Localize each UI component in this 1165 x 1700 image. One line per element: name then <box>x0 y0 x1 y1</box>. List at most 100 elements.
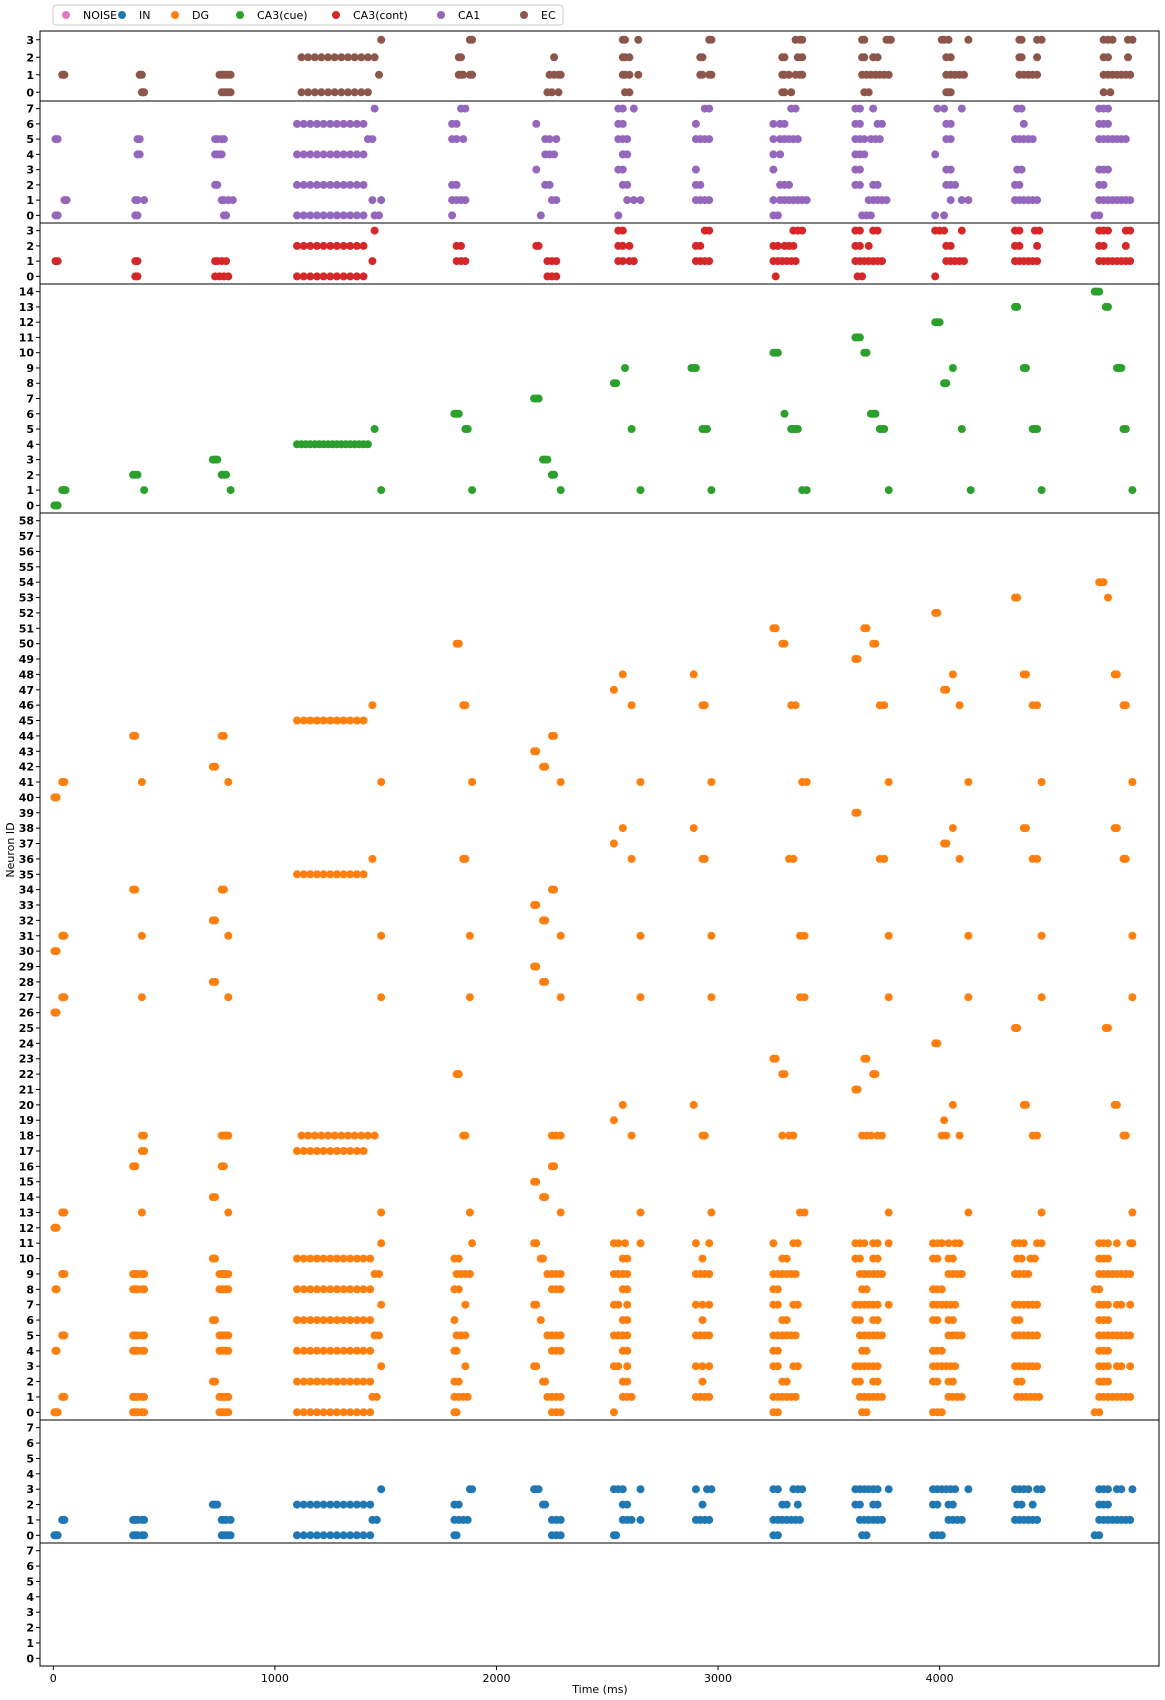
spike-point <box>1033 1515 1042 1524</box>
y-tick-label: 0 <box>26 499 34 512</box>
spike-point <box>306 1254 315 1263</box>
spike-point <box>1015 180 1024 189</box>
spike-point <box>330 88 339 97</box>
legend-marker <box>171 11 179 19</box>
spike-point <box>534 241 543 250</box>
y-tick-label: 2 <box>26 1376 34 1389</box>
spike-point <box>293 716 301 725</box>
spike-point <box>346 272 355 281</box>
spike-point <box>1112 670 1121 679</box>
spike-point <box>1128 35 1137 44</box>
spike-point <box>780 53 789 62</box>
spike-point <box>933 1039 942 1048</box>
spike-point <box>609 839 618 848</box>
spike-point <box>62 196 71 205</box>
spike-point <box>627 1515 636 1524</box>
spike-point <box>800 993 809 1002</box>
spike-point <box>299 1408 308 1417</box>
spike-point <box>1037 486 1046 495</box>
spike-point <box>957 226 966 235</box>
spike-point <box>618 1100 627 1109</box>
spike-point <box>1017 165 1026 174</box>
spike-point <box>955 1239 964 1248</box>
spike-point <box>332 272 341 281</box>
spike-point <box>357 53 366 62</box>
legend-marker <box>437 11 445 19</box>
spike-point <box>629 104 638 113</box>
spike-point <box>862 624 871 633</box>
y-tick-label: 43 <box>19 745 34 758</box>
spike-point <box>359 1316 368 1325</box>
spike-point <box>1104 226 1112 235</box>
spike-point <box>942 839 951 848</box>
y-tick-label: 54 <box>19 576 35 589</box>
spike-point <box>800 1208 809 1217</box>
spike-point <box>293 119 301 128</box>
y-tick-label: 53 <box>19 592 34 605</box>
spike-point <box>319 870 328 879</box>
spike-point <box>705 1331 714 1340</box>
spike-point <box>955 1131 964 1140</box>
y-tick-label: 3 <box>26 164 34 177</box>
spike-point <box>1017 104 1026 113</box>
spike-point <box>357 1131 366 1140</box>
spike-point <box>377 1362 386 1371</box>
spike-point <box>609 1116 618 1125</box>
panel-frame <box>39 512 1160 1421</box>
spike-point <box>629 196 638 205</box>
spike-point <box>1104 1254 1112 1263</box>
spike-point <box>293 1500 301 1509</box>
spike-point <box>705 1362 714 1371</box>
spike-point <box>689 1100 698 1109</box>
spike-point <box>955 854 964 863</box>
spike-point <box>878 1515 886 1524</box>
spike-point <box>299 1316 308 1325</box>
spike-point <box>698 1300 707 1309</box>
spike-point <box>1022 1100 1030 1109</box>
y-tick-label: 32 <box>19 914 34 927</box>
spike-point <box>1017 1254 1026 1263</box>
spike-point <box>705 196 714 205</box>
spike-point <box>1112 1239 1121 1248</box>
spike-point <box>332 241 341 250</box>
spike-point <box>707 778 716 786</box>
spike-point <box>618 165 627 174</box>
spike-point <box>691 1239 700 1248</box>
spike-point <box>860 1239 869 1248</box>
spike-point <box>623 1500 632 1509</box>
spike-point <box>769 196 778 205</box>
spike-point <box>782 1377 791 1386</box>
y-tick-label: 9 <box>26 362 34 375</box>
spike-point <box>1095 1531 1104 1540</box>
spike-point <box>306 1285 315 1294</box>
spike-point <box>554 88 563 97</box>
y-tick-label: 11 <box>19 1237 34 1250</box>
spike-point <box>1104 53 1112 62</box>
spike-point <box>366 1254 375 1263</box>
spike-point <box>468 1485 477 1494</box>
spike-point <box>1126 226 1135 235</box>
spike-point <box>366 1316 375 1325</box>
spike-point <box>1033 425 1042 433</box>
spike-point <box>454 639 463 648</box>
spike-point <box>299 1285 308 1294</box>
spike-point <box>940 211 949 220</box>
y-tick-label: 51 <box>19 622 34 635</box>
spike-point <box>452 135 461 144</box>
spike-point <box>556 778 565 786</box>
spike-point <box>855 104 864 113</box>
spike-point <box>377 1485 386 1494</box>
panel-frame <box>39 222 1160 285</box>
y-tick-label: 6 <box>26 1437 34 1450</box>
spike-point <box>306 1377 315 1386</box>
spike-point <box>636 1515 645 1524</box>
spike-point <box>1099 88 1108 97</box>
spike-point <box>326 1316 335 1325</box>
spike-point <box>1037 778 1046 786</box>
x-axis-label: Time (ms) <box>571 1683 627 1696</box>
spike-point <box>319 150 328 159</box>
spike-point <box>556 1515 565 1524</box>
spike-point <box>791 1331 800 1340</box>
spike-point <box>691 1485 700 1494</box>
